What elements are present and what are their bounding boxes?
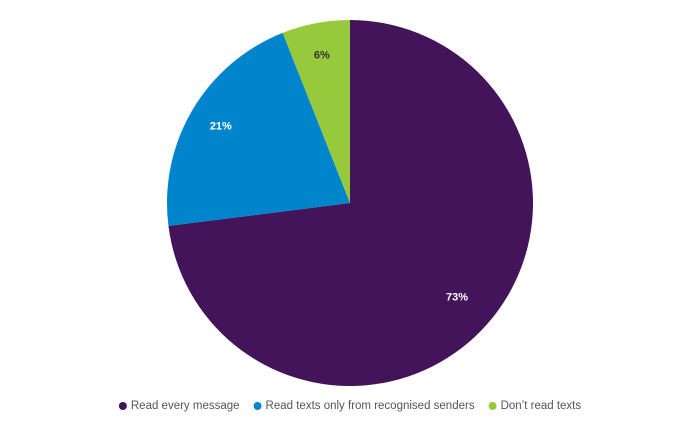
- legend-marker: [118, 402, 127, 410]
- legend-marker: [253, 402, 262, 410]
- pie-slice: [282, 20, 350, 203]
- data-label: 6%: [314, 50, 330, 62]
- legend-label: Don’t read texts: [501, 400, 582, 412]
- data-label: 73%: [446, 291, 468, 303]
- pie-slice: [168, 20, 533, 386]
- legend: Read every message Read texts only from r…: [118, 400, 582, 412]
- data-label: 21%: [210, 121, 232, 133]
- legend-label: Read every message: [131, 400, 240, 412]
- pie-slice: [167, 32, 350, 226]
- legend-marker: [488, 402, 497, 410]
- legend-label: Read texts only from recognised senders: [266, 400, 475, 412]
